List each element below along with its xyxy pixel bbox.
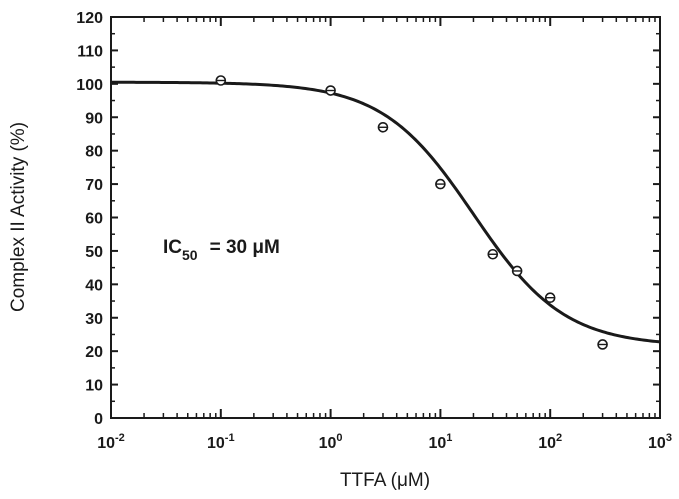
plot-frame xyxy=(110,16,661,419)
x-tick-label: 100 xyxy=(319,432,343,452)
y-tick-label: 90 xyxy=(85,110,103,127)
y-tick-label: 120 xyxy=(76,10,103,27)
data-points xyxy=(215,75,608,350)
y-tick-label: 50 xyxy=(85,244,103,261)
y-axis-title: Complex II Activity (%) xyxy=(8,122,29,312)
x-tick-label: 101 xyxy=(428,432,452,452)
y-tick-label: 100 xyxy=(76,77,103,94)
y-tick-label: 0 xyxy=(94,411,103,428)
y-tick-label: 60 xyxy=(85,211,103,228)
y-tick-label: 40 xyxy=(85,277,103,294)
x-tick-label: 10-1 xyxy=(207,432,235,452)
x-tick-label: 103 xyxy=(648,432,672,452)
ic50-subscript: 50 xyxy=(182,247,198,263)
y-tick-label: 70 xyxy=(85,177,103,194)
y-tick-label: 30 xyxy=(85,311,103,328)
y-tick-label: 10 xyxy=(85,378,103,395)
axis-ticks xyxy=(110,16,661,419)
fit-curve xyxy=(110,80,661,344)
ic50-value: = 30 μM xyxy=(210,237,280,258)
y-tick-label: 110 xyxy=(77,43,103,60)
x-tick-label: 10-2 xyxy=(97,432,125,452)
y-tick-label: 80 xyxy=(85,144,103,161)
ic50-prefix: IC xyxy=(163,237,182,258)
x-tick-label: 102 xyxy=(538,432,562,452)
tick-labels: 0 10 20 30 40 50 60 70 80 90 100 110 120 10-2 10-1 100 1… xyxy=(76,10,672,452)
ic50-annotation: IC50 = 30 μM xyxy=(163,237,280,263)
x-axis-title: TTFA (μM) xyxy=(340,470,430,491)
y-tick-label: 20 xyxy=(85,344,103,361)
